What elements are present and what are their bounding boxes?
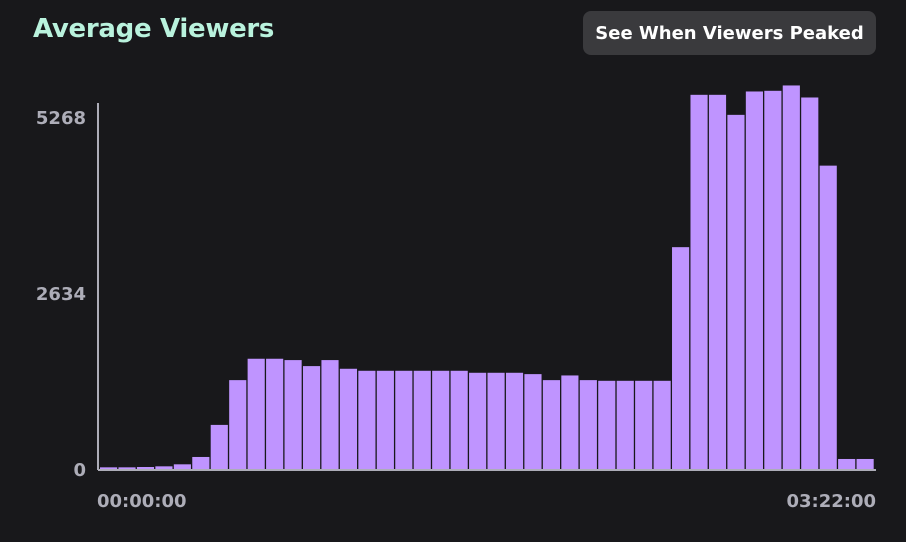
bar (838, 458, 856, 469)
bar (302, 366, 321, 469)
y-tick-label: 5268 (36, 108, 86, 129)
bar (210, 424, 228, 469)
bar (764, 90, 782, 469)
bar (487, 372, 505, 469)
bar (708, 94, 727, 469)
bar (856, 458, 874, 469)
bar (136, 467, 155, 469)
bar (450, 370, 468, 469)
bar (173, 464, 191, 469)
bar (616, 380, 634, 469)
bar (469, 372, 487, 469)
bar (524, 374, 542, 469)
bar (339, 368, 358, 469)
bar (432, 370, 450, 469)
bar (376, 370, 394, 469)
bar (690, 94, 708, 469)
bar (745, 91, 763, 469)
bar (100, 467, 118, 469)
bar (395, 370, 413, 469)
bar (284, 360, 302, 469)
bar (505, 372, 524, 469)
bar (229, 380, 247, 469)
bar (561, 375, 579, 469)
bar (266, 358, 284, 469)
see-peak-button[interactable]: See When Viewers Peaked (583, 11, 876, 55)
x-tick-label-start: 00:00:00 (97, 491, 187, 512)
bar (358, 370, 376, 469)
y-tick-label: 0 (73, 460, 86, 481)
bar (321, 360, 339, 469)
bar (801, 97, 819, 470)
y-tick-label: 2634 (36, 284, 86, 305)
chart-title: Average Viewers (33, 14, 275, 44)
bar (782, 85, 800, 470)
x-tick-label-end: 03:22:00 (786, 491, 876, 512)
bar (819, 165, 837, 469)
bar (542, 380, 561, 469)
bar (598, 380, 616, 469)
bar (118, 467, 136, 469)
bar (653, 380, 671, 469)
bar (579, 380, 597, 469)
bar (635, 380, 653, 469)
bar (672, 247, 690, 469)
bar (247, 358, 265, 469)
bar (413, 370, 431, 469)
bar (727, 114, 745, 470)
bar (155, 466, 173, 469)
bar (192, 456, 210, 469)
